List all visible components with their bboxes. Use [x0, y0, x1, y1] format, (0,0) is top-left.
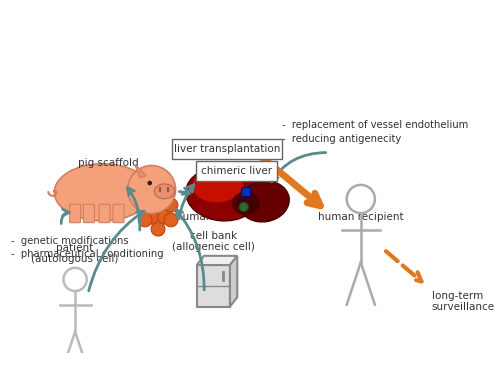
Text: pig scaffold: pig scaffold	[78, 158, 138, 168]
Text: human recipient: human recipient	[318, 212, 404, 222]
FancyBboxPatch shape	[172, 139, 282, 159]
Text: chimeric liver: chimeric liver	[201, 166, 272, 176]
Circle shape	[148, 181, 152, 185]
Circle shape	[138, 198, 152, 212]
Ellipse shape	[192, 167, 243, 203]
Text: long-term
surveillance: long-term surveillance	[432, 291, 495, 312]
Text: cell bank
(allogeneic cell): cell bank (allogeneic cell)	[172, 230, 255, 252]
Text: patient
(autologous cell): patient (autologous cell)	[32, 243, 119, 264]
Text: -  genetic modifications: - genetic modifications	[10, 236, 128, 246]
Circle shape	[144, 210, 158, 224]
Polygon shape	[196, 256, 237, 265]
Circle shape	[158, 210, 172, 224]
Circle shape	[138, 213, 152, 227]
FancyBboxPatch shape	[196, 161, 277, 181]
Ellipse shape	[239, 181, 289, 222]
Text: -  replacement of vessel endothelium: - replacement of vessel endothelium	[282, 120, 469, 130]
FancyBboxPatch shape	[84, 204, 94, 223]
Ellipse shape	[54, 164, 151, 221]
Ellipse shape	[154, 184, 174, 199]
Circle shape	[164, 213, 178, 227]
Polygon shape	[230, 256, 237, 306]
Circle shape	[128, 166, 176, 214]
Text: liver transplantation: liver transplantation	[174, 144, 281, 154]
FancyBboxPatch shape	[70, 204, 80, 223]
Ellipse shape	[186, 167, 260, 221]
Circle shape	[151, 222, 165, 236]
Text: -  pharmaceutical conditioning: - pharmaceutical conditioning	[10, 250, 163, 259]
Polygon shape	[135, 165, 146, 178]
FancyBboxPatch shape	[196, 265, 230, 306]
FancyBboxPatch shape	[113, 204, 124, 223]
Circle shape	[151, 196, 165, 210]
FancyBboxPatch shape	[241, 187, 250, 196]
Text: -  reducing antigenecity: - reducing antigenecity	[282, 134, 402, 144]
Text: human cells: human cells	[176, 212, 240, 222]
Circle shape	[164, 198, 178, 212]
Circle shape	[239, 202, 248, 212]
FancyBboxPatch shape	[99, 204, 110, 223]
Ellipse shape	[232, 192, 260, 215]
